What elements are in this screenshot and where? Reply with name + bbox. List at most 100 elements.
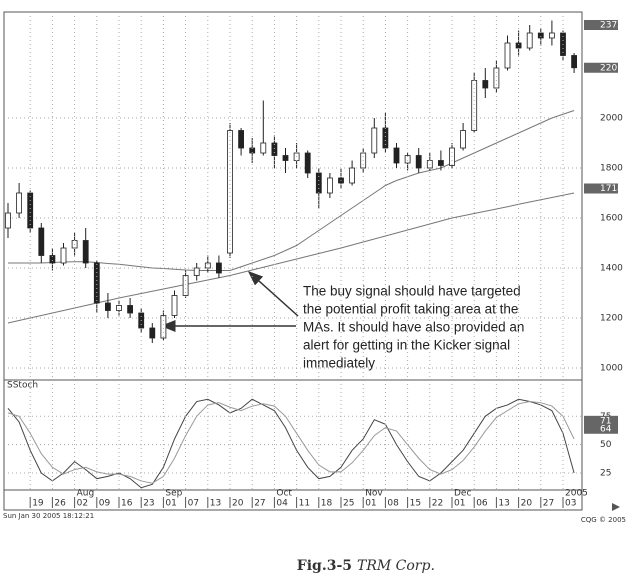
candle-body — [182, 275, 189, 296]
x-tick-label: 01 — [454, 499, 465, 509]
x-tick-label: 01 — [165, 499, 176, 509]
candle-body — [60, 247, 67, 264]
candle-body — [415, 155, 422, 169]
x-tick-label: 19 — [32, 499, 44, 509]
y-tick-label: 1000 — [600, 364, 623, 374]
candle-body — [404, 155, 411, 164]
moving-average — [7, 192, 575, 324]
candle-body — [5, 212, 11, 229]
candle-body — [371, 127, 378, 154]
y-tick-label: 1400 — [600, 264, 623, 274]
panel-title: SStoch — [7, 381, 38, 391]
candle-body — [215, 262, 222, 274]
y-tick-label: 1800 — [600, 164, 623, 174]
month-label: Nov — [365, 489, 383, 499]
price-marker-label: 2201 — [600, 63, 623, 73]
x-tick-label: 06 — [476, 499, 488, 509]
candle-body — [326, 177, 333, 194]
x-tick-label: 16 — [121, 499, 133, 509]
x-tick-label: 04 — [276, 499, 288, 509]
candle-body — [271, 142, 278, 156]
x-tick-label: 15 — [410, 499, 421, 509]
candle-body — [127, 305, 133, 314]
price-marker-label: 64 — [600, 424, 612, 434]
stoch-line — [7, 401, 575, 484]
arrow — [247, 270, 299, 317]
x-tick-label: 03 — [565, 499, 576, 509]
x-tick-label: 13 — [498, 499, 509, 509]
candle-body — [238, 130, 245, 149]
price-marker-box — [584, 415, 618, 426]
annotation-line: The buy signal should have targeted — [303, 284, 521, 299]
annotation-line: immediately — [303, 356, 375, 371]
candle-body — [27, 192, 34, 229]
x-tick-label: 13 — [210, 499, 221, 509]
candle-body — [193, 267, 200, 276]
caption-text: TRM Corp. — [357, 558, 435, 574]
y-tick-label: 50 — [600, 440, 612, 450]
price-marker-box — [584, 183, 618, 194]
month-label: Dec — [454, 489, 471, 499]
candle-body — [204, 262, 211, 269]
month-label: 2005 — [565, 489, 588, 499]
candle-body — [482, 80, 489, 89]
candle-body — [82, 240, 89, 264]
price-marker-label: 1718 — [600, 184, 623, 194]
price-marker-label: 2372 — [600, 21, 623, 31]
candle-body — [549, 32, 555, 39]
candle-body — [526, 32, 533, 49]
x-tick-label: 09 — [99, 499, 111, 509]
stoch-line — [7, 398, 575, 489]
y-tick-label: 25 — [600, 468, 611, 478]
timestamp: Sun Jan 30 2005 18:12:21 — [3, 512, 94, 520]
x-tick-label: 23 — [143, 499, 154, 509]
x-tick-label: 20 — [521, 499, 533, 509]
annotation-line: MAs. It should have also provided an — [303, 320, 524, 335]
x-tick-label: 18 — [321, 499, 333, 509]
candle-body — [149, 327, 156, 339]
price-marker-box — [584, 62, 618, 73]
x-tick-label: 20 — [232, 499, 244, 509]
month-label: Sep — [165, 489, 182, 499]
x-tick-label: 22 — [432, 499, 443, 509]
x-tick-label: 26 — [54, 499, 66, 509]
month-label: Oct — [276, 489, 292, 499]
x-tick-label: 08 — [387, 499, 399, 509]
candle-body — [16, 192, 23, 214]
y-tick-label: 1600 — [600, 214, 623, 224]
price-marker-box — [584, 20, 618, 30]
candle-body — [38, 227, 45, 256]
x-tick-label: 02 — [77, 499, 88, 509]
price-marker-box — [584, 423, 618, 434]
moving-average — [8, 110, 575, 271]
candle-body — [460, 130, 467, 149]
candle-body — [49, 255, 56, 264]
candle-body — [160, 315, 167, 339]
candle-body — [105, 302, 111, 311]
y-tick-label: 1200 — [600, 314, 623, 324]
candle-body — [260, 142, 267, 154]
y-tick-label: 2000 — [600, 114, 623, 124]
month-label: Aug — [77, 489, 95, 499]
candle-body — [304, 152, 311, 174]
x-tick-label: 11 — [299, 499, 310, 509]
candle-body — [537, 32, 544, 39]
scroll-icon — [612, 503, 620, 511]
candle-body — [171, 295, 178, 316]
candle-body — [393, 147, 400, 164]
candle-body — [504, 42, 511, 69]
x-tick-label: 27 — [254, 499, 265, 509]
x-tick-label: 07 — [188, 499, 199, 509]
caption-label: Fig.3-5 — [297, 558, 352, 574]
candle-body — [437, 160, 444, 166]
x-tick-label: 25 — [343, 499, 354, 509]
candle-body — [93, 262, 100, 304]
candle-body — [349, 167, 356, 184]
x-tick-label: 01 — [365, 499, 376, 509]
candle-body — [282, 155, 289, 161]
copyright: CQG © 2005 — [581, 516, 626, 524]
candle-body — [515, 42, 522, 49]
price-marker-label: 71 — [600, 416, 611, 426]
x-tick-label: 27 — [543, 499, 554, 509]
